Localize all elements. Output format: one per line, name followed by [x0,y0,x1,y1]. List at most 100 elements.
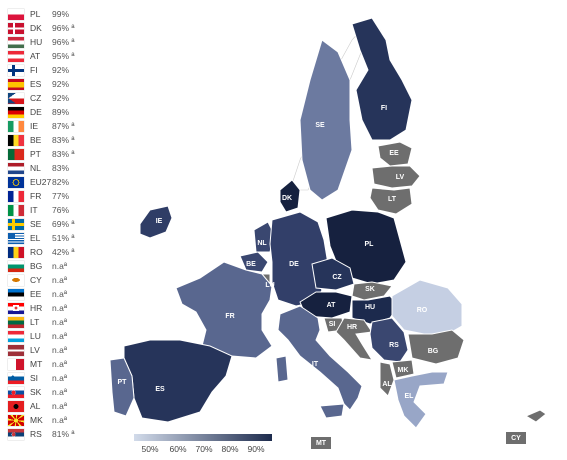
flag-pt-icon [8,148,24,160]
country-code: MK [30,415,43,425]
legend-row: HU 96% ª [8,35,98,49]
country-ee[interactable] [377,141,413,167]
legend-row: FI 92% [8,63,98,77]
country-value: 81% ª [52,429,75,439]
country-code: MT [30,359,43,369]
country-ie[interactable] [139,205,173,239]
country-code: LU [30,331,41,341]
map-label-cz: CZ [332,274,342,281]
flag-de-icon [8,106,24,118]
flag-hu-icon [8,36,24,48]
map-label-al: AL [382,381,392,388]
country-value: n.aª [52,317,67,327]
flag-cy-icon [8,274,24,286]
country-ro[interactable] [391,279,463,335]
legend-row: CY n.aª [8,273,98,287]
flag-nl-icon [8,162,24,174]
country-code: RO [30,247,43,257]
flag-lt-icon [8,316,24,328]
country-code: EE [30,289,42,299]
scale-tick: 70% [195,444,213,454]
country-value: n.aª [52,415,67,425]
country-value: 42% ª [52,247,75,257]
country-cy[interactable] [524,409,547,423]
country-fr[interactable] [175,261,273,363]
country-value: 99% [52,9,70,19]
country-code: AT [30,51,41,61]
country-it[interactable] [277,305,363,411]
map-label-sk: SK [365,286,375,293]
country-it-sicily [319,403,345,419]
flag-lv-icon [8,344,24,356]
flag-el-icon [8,232,24,244]
country-code: EU27 [30,177,52,187]
scale-tick: 90% [247,444,265,454]
country-code: RS [30,429,42,439]
country-be[interactable] [239,251,269,273]
flag-ie-icon [8,120,24,132]
country-value: n.aª [52,401,67,411]
country-lv[interactable] [371,165,421,189]
legend-row: NL 83% [8,161,98,175]
country-el[interactable] [393,371,449,429]
color-scale-ticks: 50% 60% 70% 80% 90% [134,444,284,456]
map-label-it: IT [312,361,319,368]
flag-al-icon [8,400,24,412]
flag-at-icon [8,50,24,62]
country-code: SK [30,387,42,397]
map-badge-cy[interactable]: CY [506,432,526,444]
country-value: 76% [52,205,70,215]
flag-dk-icon [8,22,24,34]
legend-row: SI n.aª [8,371,98,385]
legend-row: IT 76% [8,203,98,217]
legend-row: LT n.aª [8,315,98,329]
map-label-pt: PT [118,379,128,386]
country-lt[interactable] [369,187,413,215]
legend-row: IE 87% ª [8,119,98,133]
map-label-el: EL [405,393,415,400]
country-value: 87% ª [52,121,75,131]
flag-si-icon [8,372,24,384]
legend-row: MT n.aª [8,357,98,371]
flag-se-icon [8,218,24,230]
country-pt[interactable] [109,357,135,417]
country-es[interactable] [123,339,233,423]
legend-row: EL 51% ª [8,231,98,245]
map-badge-mt[interactable]: MT [311,437,331,449]
country-value: 83% ª [52,135,75,145]
flag-eu-icon [8,176,24,188]
map-label-mk: MK [398,367,409,374]
country-code: SE [30,219,42,229]
country-code: HU [30,37,43,47]
country-hr[interactable] [335,317,374,361]
country-code: SI [30,373,39,383]
country-value: n.aª [52,387,67,397]
country-value: 96% ª [52,23,75,33]
country-al[interactable] [379,361,395,397]
legend-row: PL 99% [8,7,98,21]
country-bg[interactable] [407,329,465,365]
country-se[interactable] [299,39,353,201]
country-dk[interactable] [279,179,301,213]
country-value: 83% [52,163,70,173]
legend-row: DE 89% [8,105,98,119]
legend-row: CZ 92% [8,91,98,105]
map-label-es: ES [155,386,165,393]
scale-tick: 50% [141,444,159,454]
country-code: EL [30,233,41,243]
country-code: FR [30,191,42,201]
legend-row: EU27 82% [8,175,98,189]
country-code: HR [30,303,43,313]
legend-row: EE n.aª [8,287,98,301]
country-fi[interactable] [351,17,413,141]
country-code: BE [30,135,42,145]
country-value: n.aª [52,345,67,355]
legend-row: RO 42% ª [8,245,98,259]
country-code: DE [30,107,42,117]
flag-mt-icon [8,358,24,370]
country-mk[interactable] [391,359,415,379]
country-value: n.aª [52,359,67,369]
country-code: LV [30,345,40,355]
flag-ee-icon [8,288,24,300]
